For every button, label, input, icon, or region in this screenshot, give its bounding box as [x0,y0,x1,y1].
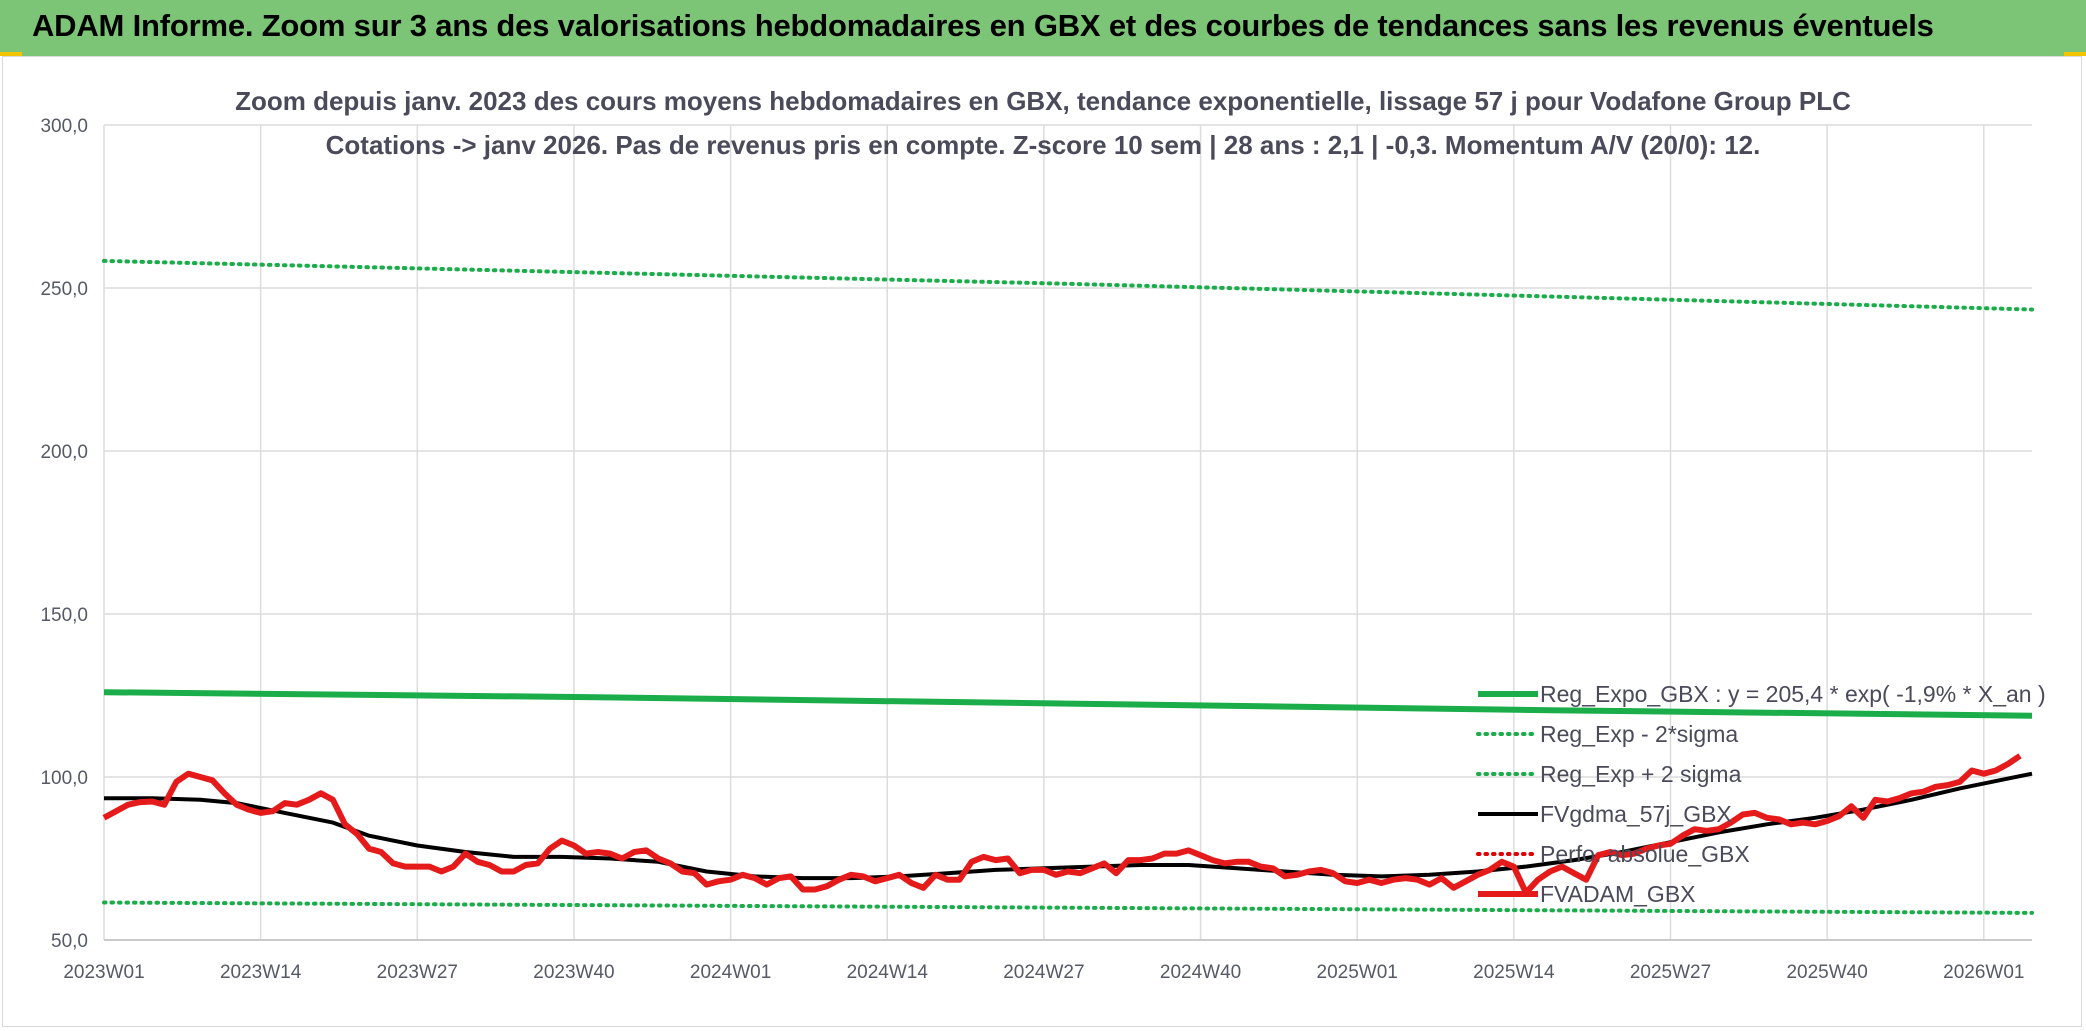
x-tick-label: 2024W40 [1160,962,1241,983]
legend-label: Perfo. absolue_GBX [1540,841,1750,867]
report-title: ADAM Informe. Zoom sur 3 ans des valoris… [32,8,1934,43]
x-tick-label: 2023W01 [63,962,144,983]
banner-corner-left [0,52,22,56]
chart-axes: 50,0 100,0 150,0 200,0 250,0 300,0 2023W01 2023… [40,116,2032,983]
report-banner: ADAM Informe. Zoom sur 3 ans des valoris… [0,0,2086,56]
y-tick-label: 250,0 [40,279,88,300]
banner-corner-right [2064,52,2086,56]
y-tick-label: 100,0 [40,768,88,789]
series-line-reg-exp-2-sigma [102,258,2034,312]
x-tick-label: 2025W40 [1786,962,1867,983]
series-line-fvadam-gbx [102,753,2022,896]
legend-label: FVgdma_57j_GBX [1540,801,1732,827]
chart-legend: Reg_Expo_GBX : y = 205,4 * exp( -1,9% * … [1476,681,2046,907]
legend-label: Reg_Expo_GBX : y = 205,4 * exp( -1,9% * … [1540,681,2046,707]
legend-label: Reg_Exp - 2*sigma [1540,721,1738,747]
x-tick-label: 2023W40 [533,962,614,983]
x-tick-label: 2023W27 [377,962,458,983]
chart-title-line2: Cotations -> janv 2026. Pas de revenus p… [326,130,1761,160]
y-tick-label: 150,0 [40,605,88,626]
legend-label: FVADAM_GBX [1540,881,1696,907]
x-tick-label: 2025W01 [1317,962,1398,983]
y-tick-label: 300,0 [40,116,88,137]
x-tick-label: 2026W01 [1943,962,2024,983]
series-line-reg-exp-2-sigma [102,900,2034,915]
chart-title-line1: Zoom depuis janv. 2023 des cours moyens … [235,86,1851,116]
y-tick-label: 50,0 [51,931,88,952]
chart-gridlines [103,124,2032,941]
y-tick-label: 200,0 [40,442,88,463]
x-tick-label: 2023W14 [220,962,302,983]
legend-label: Reg_Exp + 2 sigma [1540,761,1742,787]
x-tick-label: 2025W27 [1630,962,1711,983]
x-tick-label: 2024W01 [690,962,771,983]
chart-frame [2,56,2082,1027]
chart-series [102,258,2034,915]
x-tick-label: 2025W14 [1473,962,1555,983]
series-line-fvgdma-57j-gbx [104,771,2033,881]
x-tick-label: 2024W14 [847,962,929,983]
series-line-reg-expo-gbx-y-205-4-exp-1-9-x [103,689,2033,719]
x-tick-label: 2024W27 [1003,962,1084,983]
